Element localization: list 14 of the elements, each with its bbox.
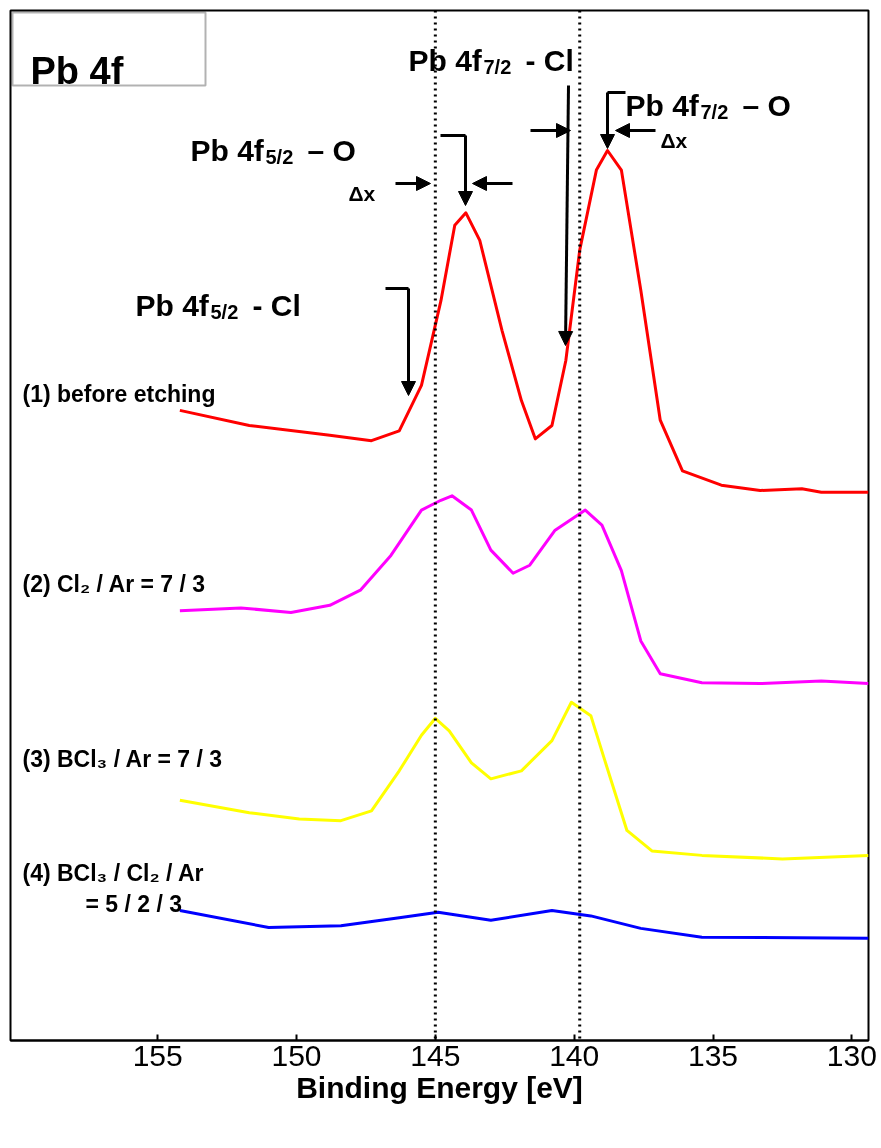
series-label: (3) BCl₃ / Ar = 7 / 3 (22, 745, 223, 772)
x-tick-label: 140 (549, 1038, 600, 1072)
x-tick-label: 135 (687, 1038, 739, 1072)
annotation: Δx (348, 182, 376, 205)
series-label: (4) BCl₃ / Cl₂ / Ar = 5 / 2 / 3 (22, 859, 204, 917)
x-tick-label: 145 (410, 1038, 461, 1072)
annotation: Δx (660, 129, 688, 152)
x-axis-title: Binding Energy [eV] (296, 1070, 583, 1104)
x-tick-label: 155 (132, 1038, 183, 1072)
series-label: (1) before etching (22, 380, 216, 407)
series-label: (2) Cl₂ / Ar = 7 / 3 (22, 570, 206, 597)
x-tick-label: 130 (826, 1038, 877, 1072)
x-tick-label: 150 (271, 1038, 322, 1072)
chart-title: Pb 4f (30, 49, 124, 92)
